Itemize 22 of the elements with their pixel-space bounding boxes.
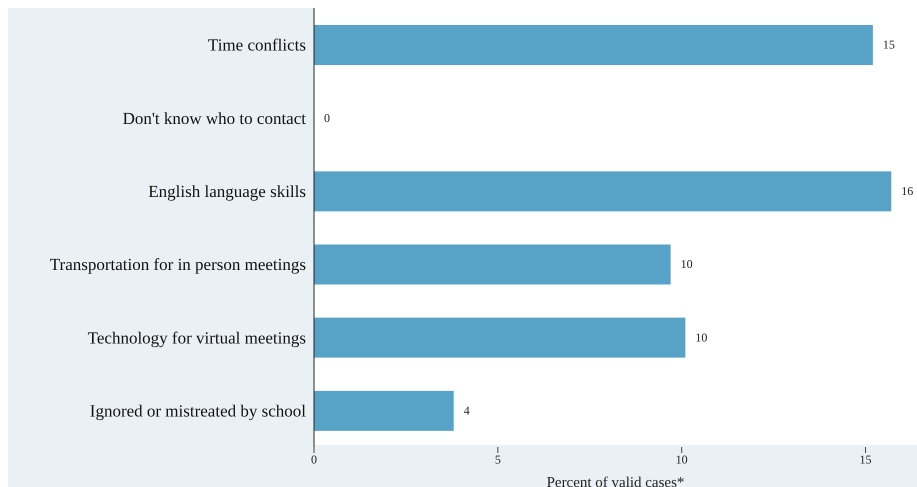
x-tick-label: 15 (860, 452, 872, 467)
bar (314, 390, 454, 431)
data-label: 16 (901, 184, 914, 198)
y-tick-label: Don't know who to contact (122, 108, 306, 128)
y-tick-label: English language skills (148, 182, 306, 201)
bar (314, 25, 873, 65)
bar (314, 318, 686, 358)
x-tick-label: 0 (311, 452, 317, 467)
x-tick-label: 5 (494, 452, 501, 467)
bar (314, 244, 671, 284)
data-label: 15 (882, 38, 895, 52)
data-label: 10 (695, 330, 708, 344)
data-label: 0 (324, 110, 330, 125)
y-tick-label: Transportation for in person meetings (50, 255, 306, 274)
y-tick-label: Time conflicts (208, 36, 306, 55)
data-label: 10 (680, 257, 693, 272)
y-tick-label: Ignored or mistreated by school (90, 401, 306, 420)
y-tick-label: Technology for virtual meetings (88, 328, 306, 348)
data-label: 4 (464, 403, 470, 418)
x-axis-title: Percent of valid cases* (546, 475, 684, 487)
x-tick-label: 10 (676, 452, 688, 467)
bar (314, 171, 892, 212)
